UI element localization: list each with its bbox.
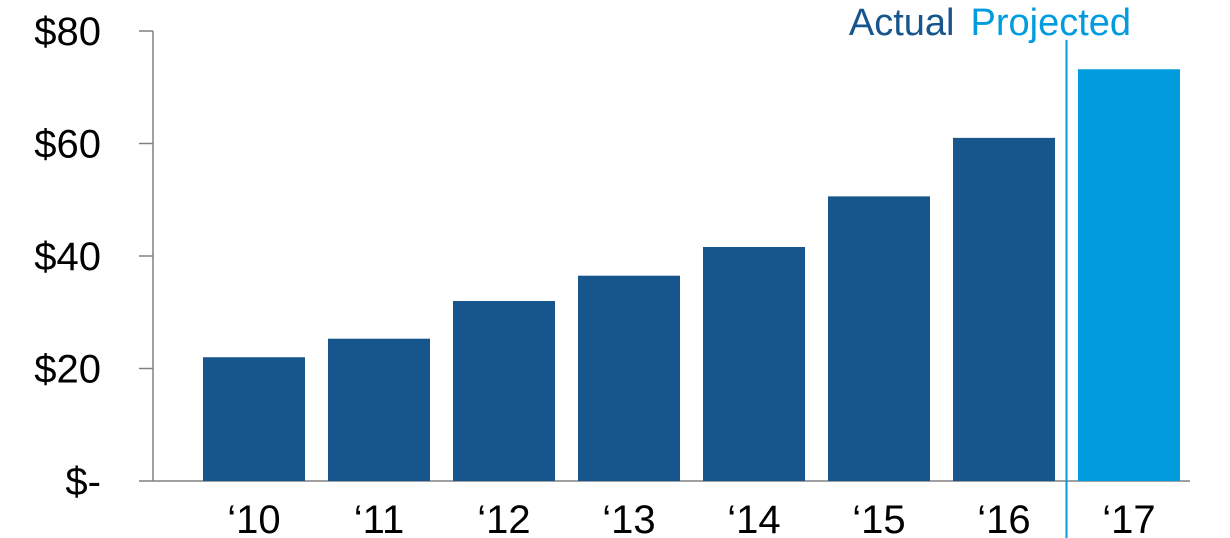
- projected-label: Projected: [971, 2, 1132, 44]
- x-tick-label: ‘15: [852, 498, 905, 538]
- bar-4: [703, 247, 805, 481]
- x-tick-label: ‘10: [227, 498, 280, 538]
- bars: [203, 69, 1180, 481]
- bar-0: [203, 357, 305, 481]
- bar-5: [828, 196, 930, 481]
- x-tick-label: ‘16: [977, 498, 1030, 538]
- bar-3: [578, 275, 680, 481]
- y-tick-label: $60: [34, 123, 101, 167]
- actual-label: Actual: [849, 2, 955, 44]
- y-axis: $- $20 $40 $60 $80: [34, 10, 1190, 504]
- y-tick-label: $-: [65, 460, 101, 504]
- y-tick-label: $40: [34, 235, 101, 279]
- x-tick-label: ‘14: [727, 498, 780, 538]
- y-tick-label: $20: [34, 348, 101, 392]
- x-tick-label: ‘17: [1102, 498, 1155, 538]
- x-axis-labels: ‘10 ‘11 ‘12 ‘13 ‘14 ‘15 ‘16 ‘17: [227, 498, 1155, 538]
- y-tick-label: $80: [34, 10, 101, 54]
- bar-7: [1078, 69, 1180, 481]
- bar-6: [953, 137, 1055, 481]
- bar-1: [328, 338, 430, 481]
- x-tick-label: ‘12: [477, 498, 530, 538]
- bar-2: [453, 301, 555, 481]
- x-tick-label: ‘13: [602, 498, 655, 538]
- x-tick-label: ‘11: [354, 498, 404, 538]
